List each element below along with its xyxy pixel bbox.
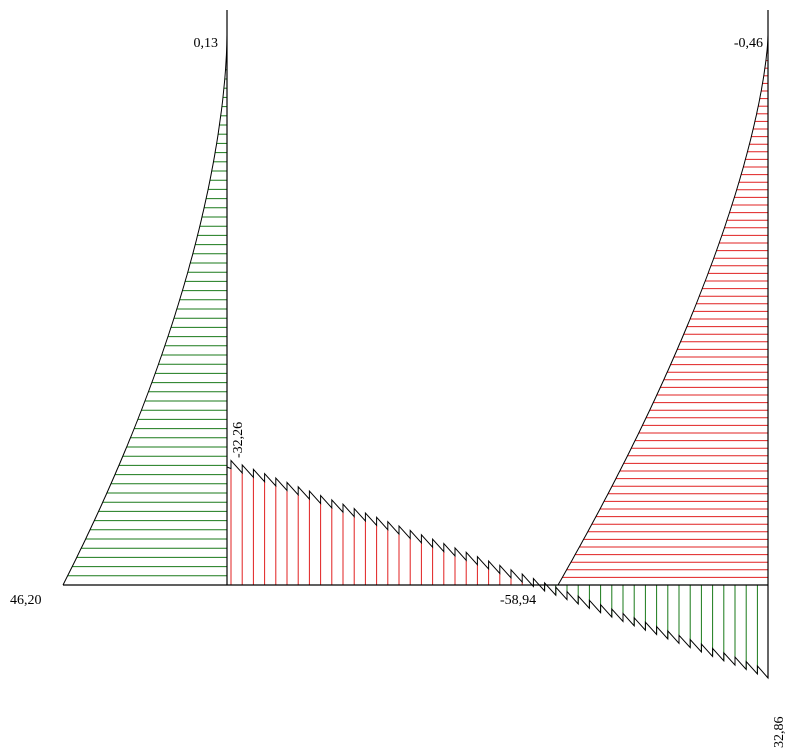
left-column-hatch: [63, 60, 227, 586]
member-axes: [63, 10, 769, 678]
label-beam-min: -58,94: [500, 593, 536, 608]
beam-positive-hatch: [532, 585, 758, 674]
left-column-outline: [62, 34, 228, 586]
label-left-column-bottom: 46,20: [10, 593, 42, 608]
beam-outline: [226, 459, 769, 680]
label-left-column-top: 0,13: [194, 36, 219, 51]
label-right-column-top: -0,46: [734, 36, 763, 51]
right-column-hatch: [558, 52, 768, 586]
right-column-outline: [557, 10, 769, 586]
label-beam-right-end: 32,86: [772, 717, 787, 749]
label-beam-left-end: -32,26: [231, 422, 246, 458]
beam-negative-hatch: [230, 468, 523, 585]
diagram-outlines: [62, 10, 769, 680]
